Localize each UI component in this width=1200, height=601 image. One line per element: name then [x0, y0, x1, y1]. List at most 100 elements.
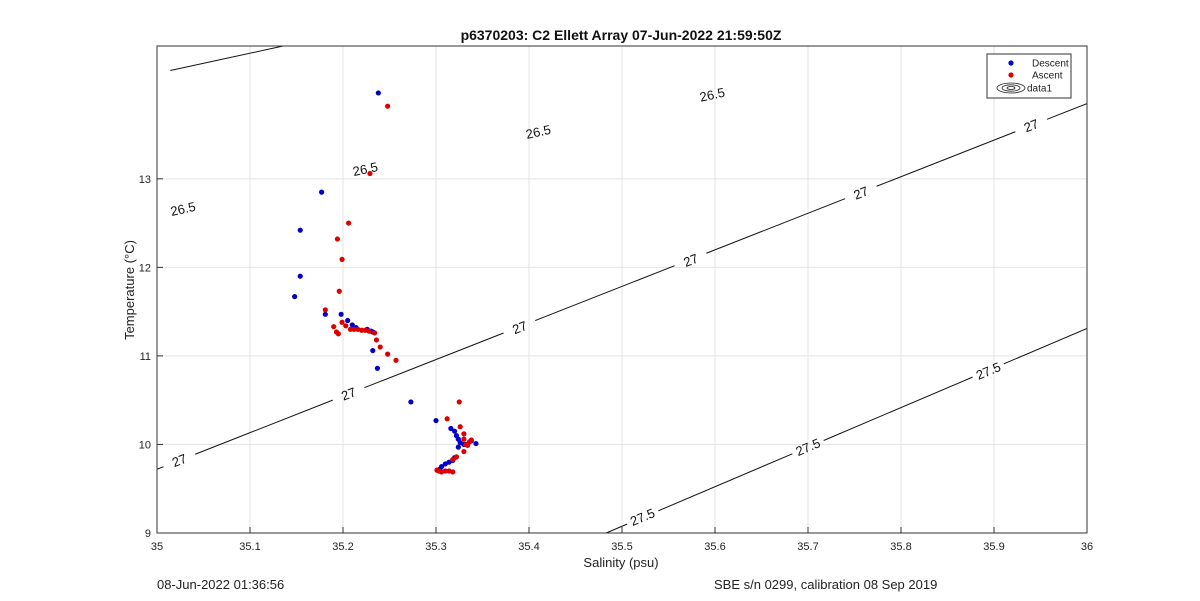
data-point — [322, 311, 328, 317]
data-point — [433, 417, 439, 424]
contour-label: 26.5 — [524, 122, 552, 142]
data-point — [385, 351, 391, 357]
data-point — [292, 293, 298, 300]
data-point — [457, 424, 463, 430]
contour-line-segment — [1003, 327, 1087, 365]
contour-label: 27 — [170, 451, 189, 470]
data-point — [444, 416, 450, 422]
data-point — [322, 307, 328, 313]
data-point — [331, 324, 337, 330]
data-point — [345, 317, 351, 324]
legend-marker-descent — [1008, 60, 1014, 66]
x-tick-label: 35.4 — [518, 541, 539, 553]
contour-label: 26.5 — [698, 85, 726, 105]
data-point — [473, 440, 479, 447]
data-point — [297, 227, 303, 233]
legend-marker-ascent — [1008, 72, 1014, 78]
data-point — [448, 425, 454, 432]
contour-line-segment — [364, 332, 504, 389]
data-point — [366, 328, 372, 334]
contour-label: 27 — [681, 251, 700, 270]
data-point — [372, 330, 378, 336]
data-point — [359, 327, 365, 333]
x-tick-label: 35.8 — [890, 541, 911, 553]
data-point — [442, 461, 448, 467]
x-tick-label: 35 — [151, 541, 163, 553]
x-tick-label: 35.1 — [239, 541, 260, 553]
footer-calibration: SBE s/n 0299, calibration 08 Sep 2019 — [714, 577, 938, 592]
data-point — [338, 311, 344, 317]
y-tick-label: 12 — [139, 262, 151, 274]
legend-box — [986, 53, 1072, 99]
contour-label: 27 — [339, 384, 358, 403]
legend-contour-icon — [1001, 84, 1021, 92]
contour-label: 27 — [1022, 116, 1041, 135]
data-point — [339, 319, 345, 325]
x-tick-label: 35.3 — [425, 541, 446, 553]
x-tick-label: 35.5 — [611, 541, 632, 553]
contour-line-segment — [706, 198, 846, 254]
contour-line-segment — [658, 453, 793, 512]
x-tick-label: 35.2 — [332, 541, 353, 553]
series-ascent — [322, 103, 474, 475]
data-point — [345, 220, 352, 226]
data-point — [343, 323, 349, 329]
data-point — [461, 448, 467, 455]
contour-line-segment — [194, 399, 333, 455]
plot-area: 26.526.526.526.527272727272727.527.527.5… — [139, 45, 1093, 553]
data-point — [468, 437, 474, 443]
y-tick-label: 9 — [145, 528, 151, 540]
data-point — [339, 256, 345, 262]
contour-line-segment — [605, 523, 628, 533]
data-point — [297, 273, 303, 279]
contour-line-segment — [1046, 103, 1087, 120]
data-point — [351, 326, 357, 332]
data-point — [373, 337, 380, 343]
y-axis-label: Temperature (°C) — [122, 240, 137, 340]
data-point — [465, 442, 471, 448]
legend-contour-icon — [996, 82, 1026, 94]
data-point — [347, 326, 354, 332]
data-point — [450, 456, 456, 463]
contour-line-segment — [170, 46, 286, 72]
contour-label: 27 — [510, 318, 529, 337]
legend-contour-icon — [1006, 86, 1016, 90]
data-point — [375, 90, 381, 96]
data-point — [335, 331, 341, 337]
y-tick-label: 10 — [139, 439, 151, 451]
data-point — [408, 399, 414, 405]
contour-label: 26.5 — [169, 199, 197, 219]
legend-label: data1 — [1027, 84, 1052, 95]
data-point — [385, 103, 391, 109]
data-point — [434, 467, 440, 473]
data-point — [374, 365, 381, 371]
data-point — [461, 436, 467, 442]
y-tick-label: 13 — [139, 174, 151, 186]
data-point — [370, 347, 376, 354]
x-tick-label: 35.9 — [983, 541, 1004, 553]
x-tick-label: 35.7 — [797, 541, 818, 553]
chart-title: p6370203: C2 Ellett Array 07-Jun-2022 21… — [461, 27, 782, 43]
contour-line-segment — [157, 466, 164, 470]
x-axis-label: Salinity (psu) — [583, 555, 658, 570]
contour-label: 27 — [852, 183, 871, 202]
footer-timestamp: 08-Jun-2022 01:36:56 — [157, 577, 285, 592]
data-point — [336, 288, 342, 294]
data-point — [334, 236, 341, 242]
x-tick-label: 36 — [1081, 541, 1093, 553]
y-tick-label: 11 — [140, 351, 151, 363]
data-point — [319, 189, 325, 195]
legend-label: Descent — [1032, 59, 1069, 70]
contour-line-segment — [535, 265, 675, 321]
data-point — [455, 444, 461, 450]
data-point — [453, 454, 460, 460]
data-point — [450, 469, 456, 475]
x-tick-label: 35.6 — [704, 541, 725, 553]
legend-label: Ascent — [1032, 71, 1063, 82]
contour-line-segment — [876, 131, 1016, 187]
data-point — [367, 170, 373, 177]
contour-line-segment — [823, 376, 973, 441]
data-point — [452, 428, 458, 434]
